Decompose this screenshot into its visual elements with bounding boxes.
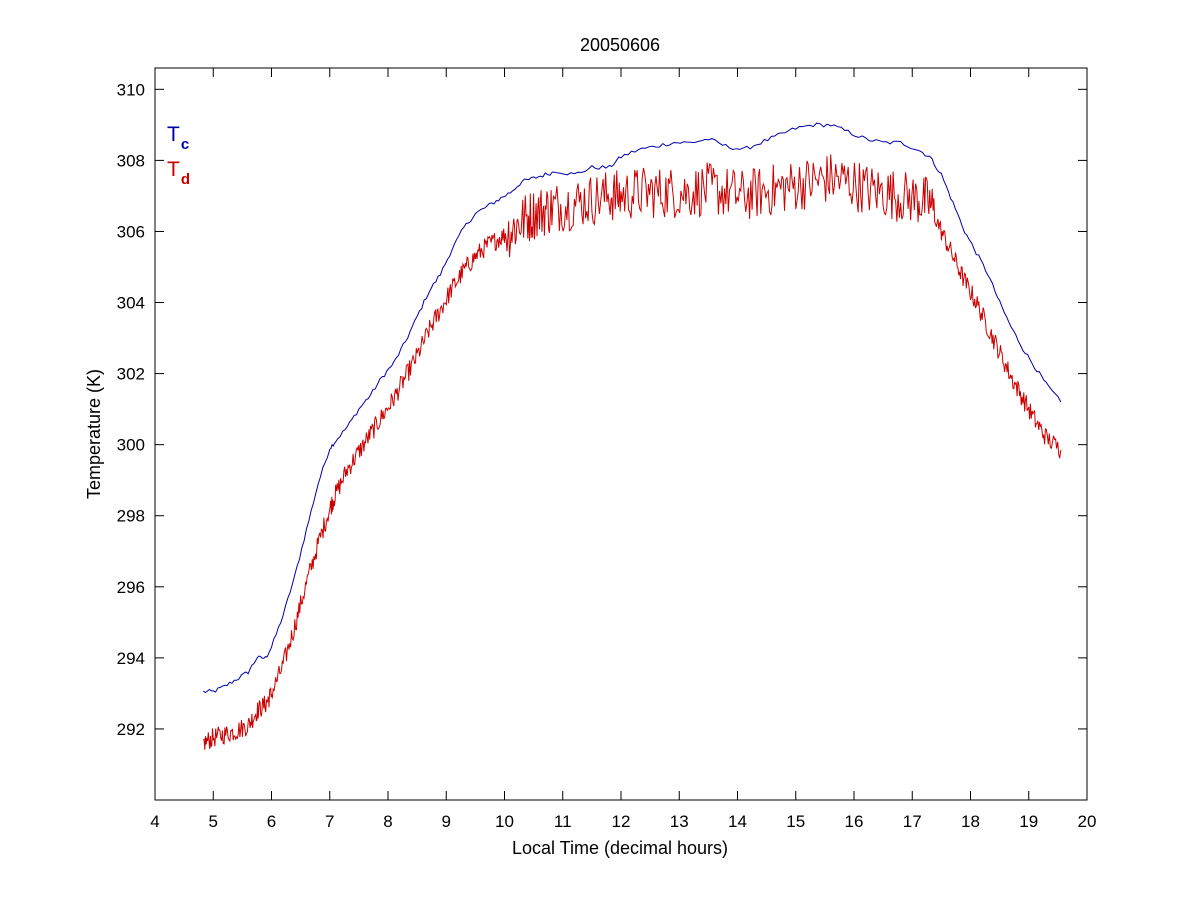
y-axis-label: Temperature (K): [84, 369, 104, 499]
y-tick-label: 304: [117, 294, 145, 313]
x-tick-label: 5: [209, 812, 218, 831]
x-tick-label: 6: [267, 812, 276, 831]
x-tick-label: 16: [845, 812, 864, 831]
x-axis: 4 5 6 7 8 9 10 11 12 13 14 15 16 17 18 19 20: [150, 68, 1096, 831]
series-layer: [202, 122, 1062, 750]
series-line-Tc: [203, 122, 1062, 694]
x-tick-label: 14: [728, 812, 747, 831]
legend: Tc Td: [167, 123, 190, 188]
y-tick-label: 292: [117, 720, 145, 739]
x-tick-label: 9: [442, 812, 451, 831]
x-tick-label: 7: [325, 812, 334, 831]
x-axis-label: Local Time (decimal hours): [512, 838, 728, 858]
y-tick-label: 306: [117, 222, 145, 241]
y-tick-label: 310: [117, 80, 145, 99]
chart-title: 20050606: [580, 35, 660, 55]
legend-entry-Td: Td: [167, 158, 190, 188]
series-line-Td: [202, 154, 1062, 750]
x-tick-label: 20: [1078, 812, 1097, 831]
y-tick-label: 308: [117, 151, 145, 170]
x-tick-label: 13: [670, 812, 689, 831]
x-tick-label: 17: [903, 812, 922, 831]
y-tick-label: 300: [117, 436, 145, 455]
x-tick-label: 8: [383, 812, 392, 831]
axes-frame: [154, 67, 1088, 801]
legend-entry-Tc: Tc: [167, 123, 189, 153]
y-tick-label: 294: [117, 649, 145, 668]
y-tick-label: 298: [117, 507, 145, 526]
x-tick-label: 15: [786, 812, 805, 831]
plot-area: [154, 67, 1088, 801]
x-tick-label: 19: [1019, 812, 1038, 831]
x-tick-label: 4: [150, 812, 159, 831]
x-tick-label: 12: [612, 812, 631, 831]
y-tick-label: 296: [117, 578, 145, 597]
x-tick-label: 11: [554, 812, 572, 831]
y-axis: 292 294 296 298 300 302 304 306 308 310: [117, 80, 1087, 739]
y-tick-label: 302: [117, 365, 145, 384]
x-tick-label: 10: [495, 812, 514, 831]
x-tick-label: 18: [961, 812, 980, 831]
